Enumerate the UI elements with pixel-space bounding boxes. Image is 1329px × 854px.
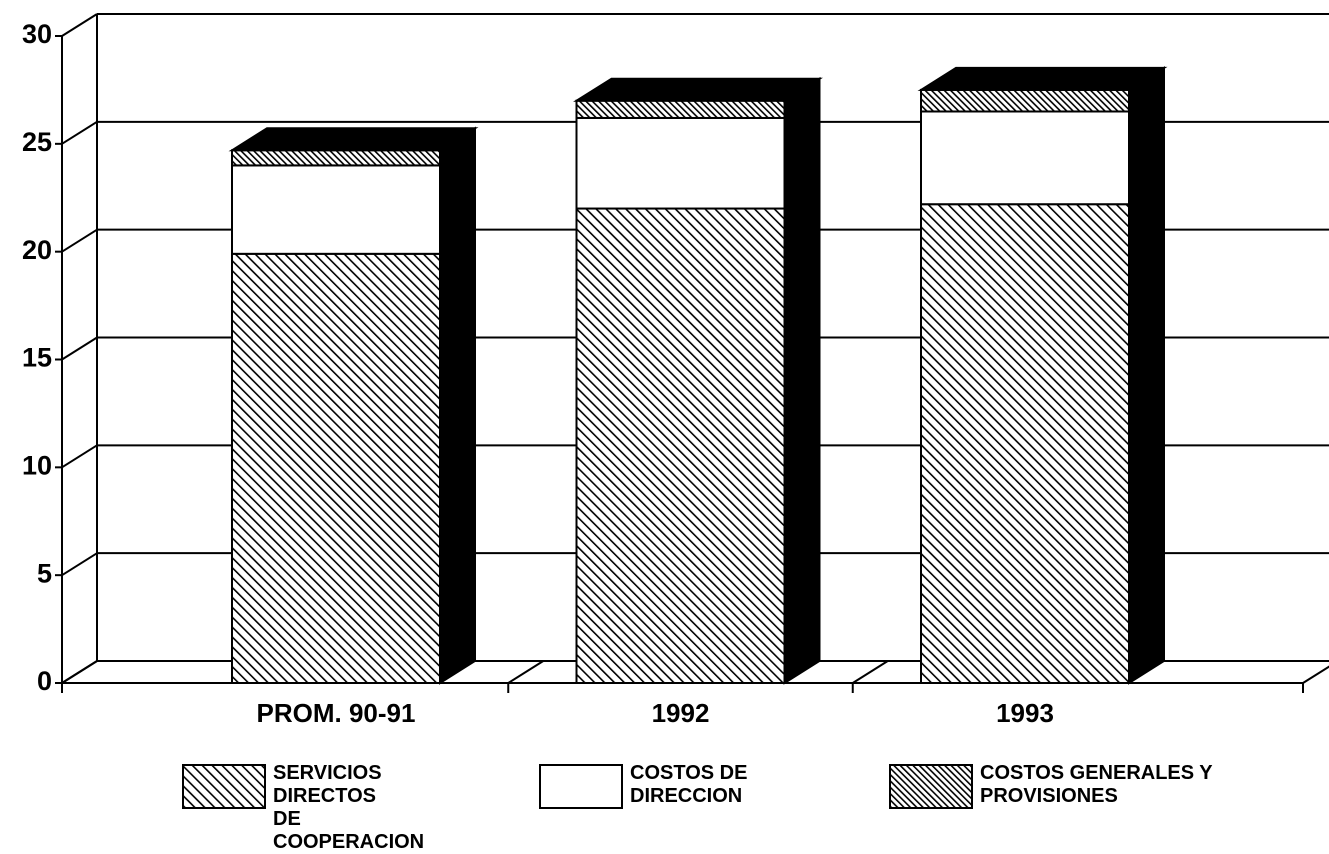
bar-segment	[575, 99, 786, 119]
legend-label: COSTOS DE DIRECCION	[630, 762, 748, 807]
y-tick-label: 25	[22, 127, 52, 157]
bar-segment	[231, 164, 441, 255]
bar-segment	[231, 252, 441, 684]
side-grid-line	[61, 336, 98, 361]
side-grid-line	[61, 228, 98, 253]
bar-top	[917, 66, 1168, 91]
bar-segment	[575, 207, 786, 685]
x-tick-label: PROM. 90-91	[257, 698, 416, 728]
bar-segment	[231, 149, 441, 167]
legend-swatch	[539, 764, 623, 809]
bar-top	[573, 77, 823, 102]
legend-swatch	[889, 764, 973, 809]
legend-swatch	[182, 764, 266, 809]
bar-top	[228, 127, 479, 152]
bar-side	[783, 184, 821, 685]
side-grid-line	[61, 552, 98, 577]
bar-side	[1128, 180, 1165, 685]
side-grid-line	[61, 120, 98, 145]
side-grid-line	[61, 444, 98, 469]
x-tick-label: 1992	[652, 698, 710, 728]
floor-line	[1302, 665, 1329, 684]
legend-label: SERVICIOS DIRECTOS DE COOPERACION	[273, 762, 425, 853]
side-grid-line	[61, 13, 98, 37]
bar-segment	[920, 110, 1130, 206]
floor-line	[61, 660, 98, 684]
floor-line	[852, 660, 889, 684]
y-tick-label: 15	[22, 343, 52, 373]
y-tick-label: 0	[37, 666, 52, 696]
bar-segment	[920, 203, 1130, 684]
bar-segment	[920, 88, 1130, 113]
floor-line	[507, 660, 544, 684]
bar-side	[439, 230, 476, 685]
y-tick-label: 10	[22, 450, 52, 480]
bar-segment	[575, 116, 786, 210]
y-tick-label: 20	[22, 235, 52, 265]
y-tick-label: 5	[37, 558, 52, 588]
y-tick-label: 30	[22, 19, 52, 49]
x-tick-label: 1993	[996, 698, 1054, 728]
legend-label: COSTOS GENERALES Y PROVISIONES	[980, 762, 1213, 807]
